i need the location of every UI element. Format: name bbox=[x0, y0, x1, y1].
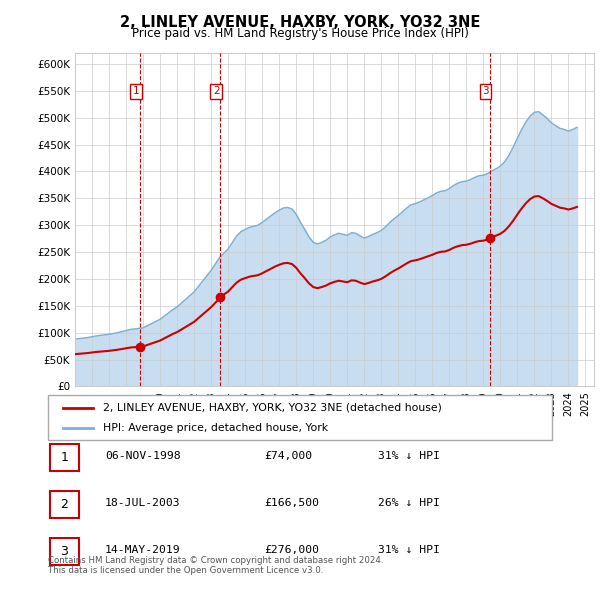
Text: 3: 3 bbox=[482, 87, 489, 96]
Text: Contains HM Land Registry data © Crown copyright and database right 2024.
This d: Contains HM Land Registry data © Crown c… bbox=[48, 556, 383, 575]
Text: £276,000: £276,000 bbox=[264, 546, 319, 555]
Text: 1: 1 bbox=[61, 451, 68, 464]
Text: 31% ↓ HPI: 31% ↓ HPI bbox=[378, 546, 440, 555]
FancyBboxPatch shape bbox=[50, 444, 79, 471]
Text: Price paid vs. HM Land Registry's House Price Index (HPI): Price paid vs. HM Land Registry's House … bbox=[131, 27, 469, 40]
FancyBboxPatch shape bbox=[50, 538, 79, 565]
Text: 31% ↓ HPI: 31% ↓ HPI bbox=[378, 451, 440, 461]
Text: 26% ↓ HPI: 26% ↓ HPI bbox=[378, 499, 440, 508]
Text: 2: 2 bbox=[213, 87, 220, 96]
Text: 06-NOV-1998: 06-NOV-1998 bbox=[105, 451, 181, 461]
Text: £166,500: £166,500 bbox=[264, 499, 319, 508]
Text: 2, LINLEY AVENUE, HAXBY, YORK, YO32 3NE: 2, LINLEY AVENUE, HAXBY, YORK, YO32 3NE bbox=[120, 15, 480, 30]
Text: 18-JUL-2003: 18-JUL-2003 bbox=[105, 499, 181, 508]
FancyBboxPatch shape bbox=[50, 491, 79, 518]
Text: 1: 1 bbox=[133, 87, 140, 96]
Text: £74,000: £74,000 bbox=[264, 451, 312, 461]
Text: 14-MAY-2019: 14-MAY-2019 bbox=[105, 546, 181, 555]
Text: 2: 2 bbox=[61, 498, 68, 511]
FancyBboxPatch shape bbox=[48, 395, 552, 440]
Text: 2, LINLEY AVENUE, HAXBY, YORK, YO32 3NE (detached house): 2, LINLEY AVENUE, HAXBY, YORK, YO32 3NE … bbox=[103, 403, 442, 412]
Text: 3: 3 bbox=[61, 545, 68, 558]
Text: HPI: Average price, detached house, York: HPI: Average price, detached house, York bbox=[103, 424, 329, 434]
